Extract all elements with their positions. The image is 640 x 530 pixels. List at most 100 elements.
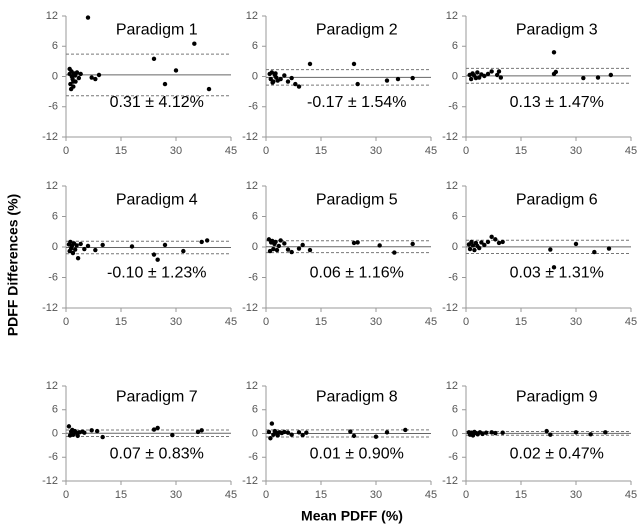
data-point	[270, 80, 275, 85]
data-point	[155, 425, 160, 431]
y-tick-label: -12	[42, 475, 58, 487]
data-point	[500, 239, 505, 245]
data-point	[470, 433, 476, 438]
data-point	[355, 240, 360, 245]
y-tick-label: 6	[52, 210, 58, 222]
data-point	[307, 61, 313, 67]
x-tick-label: 15	[515, 316, 527, 328]
y-tick-label: 0	[52, 427, 58, 439]
data-point	[296, 246, 302, 251]
data-point	[96, 72, 102, 78]
y-tick-label: 6	[252, 404, 258, 416]
data-point	[271, 246, 276, 252]
y-tick-label: 0	[52, 241, 58, 253]
y-tick-label: -6	[248, 271, 258, 283]
data-point	[266, 237, 272, 242]
data-point	[485, 71, 491, 77]
x-tick-label: 0	[63, 489, 69, 501]
data-point	[89, 428, 94, 433]
x-tick-label: 30	[370, 489, 382, 501]
data-point	[355, 81, 360, 87]
data-point	[162, 242, 168, 248]
data-point	[192, 41, 197, 46]
data-point	[410, 75, 415, 81]
data-point	[155, 257, 160, 262]
x-tick-label: 15	[115, 489, 127, 501]
data-point	[78, 241, 83, 247]
data-point	[151, 427, 157, 432]
data-point	[93, 247, 98, 253]
data-point	[384, 430, 390, 435]
data-point	[82, 246, 87, 252]
x-tick-label: 30	[570, 489, 582, 501]
data-point	[489, 234, 494, 240]
y-axis-label: PDFF Differences (%)	[5, 194, 21, 336]
data-point	[472, 247, 477, 253]
y-tick-label: 0	[252, 427, 258, 439]
data-point	[282, 241, 287, 246]
y-tick-label: 0	[452, 70, 458, 82]
data-point	[285, 247, 291, 252]
data-point	[473, 75, 479, 81]
data-point	[69, 74, 75, 79]
data-point	[94, 428, 100, 434]
data-point	[470, 243, 476, 248]
x-tick-label: 0	[463, 489, 469, 501]
y-tick-label: -6	[448, 101, 458, 113]
y-tick-label: 0	[452, 241, 458, 253]
data-point	[74, 243, 79, 248]
y-tick-label: -12	[442, 131, 458, 143]
data-point	[603, 430, 608, 435]
panel-title: Paradigm 2	[316, 21, 398, 38]
y-tick-label: 12	[446, 380, 458, 392]
data-point	[67, 66, 72, 72]
x-tick-label: 30	[570, 145, 582, 157]
data-point	[551, 265, 557, 270]
y-tick-label: 6	[52, 404, 58, 416]
data-point	[384, 78, 390, 83]
panel-title: Paradigm 1	[116, 21, 198, 38]
y-tick-label: 12	[46, 10, 58, 22]
data-point	[269, 70, 275, 75]
data-point	[485, 239, 491, 245]
data-point	[477, 75, 482, 80]
data-point	[496, 240, 502, 246]
data-point	[304, 430, 309, 435]
data-point	[199, 428, 204, 433]
y-tick-label: -12	[42, 302, 58, 314]
data-point	[403, 427, 408, 433]
data-point	[351, 61, 357, 67]
x-tick-label: 45	[425, 145, 437, 157]
panel-annotation: 0.01 ± 0.90%	[310, 445, 404, 462]
data-point	[296, 430, 302, 435]
data-point	[482, 242, 487, 248]
data-point	[273, 71, 278, 76]
y-tick-label: -6	[48, 101, 58, 113]
data-point	[548, 432, 553, 437]
x-tick-label: 0	[63, 145, 69, 157]
data-point	[129, 244, 135, 249]
data-point	[348, 429, 353, 434]
panel-annotation: 0.06 ± 1.16%	[310, 265, 404, 282]
data-point	[282, 429, 287, 435]
data-point	[551, 50, 557, 55]
y-tick-label: -6	[48, 271, 58, 283]
data-point	[489, 430, 494, 435]
data-point	[595, 75, 601, 80]
data-point	[72, 247, 78, 252]
panel-annotation: 0.13 ± 1.47%	[510, 94, 604, 111]
data-point	[377, 243, 382, 248]
panel-annotation: 0.31 ± 4.12%	[110, 94, 204, 111]
data-point	[373, 434, 379, 439]
x-tick-label: 0	[463, 145, 469, 157]
x-tick-label: 45	[225, 145, 237, 157]
y-tick-label: 6	[52, 40, 58, 52]
data-point	[467, 246, 473, 252]
x-tick-label: 30	[170, 145, 182, 157]
data-point	[498, 75, 504, 80]
y-tick-label: 12	[446, 180, 458, 192]
data-point	[496, 69, 502, 74]
y-tick-label: -12	[42, 131, 58, 143]
data-point	[76, 75, 82, 81]
